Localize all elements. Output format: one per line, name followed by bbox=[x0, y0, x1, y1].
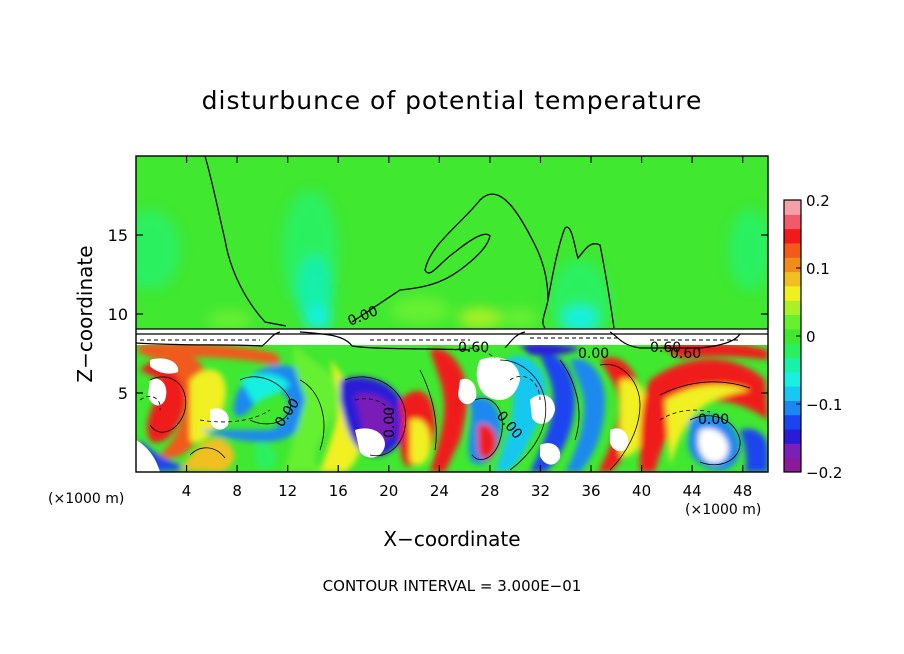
colorbar-swatch bbox=[784, 343, 801, 358]
plot-field bbox=[136, 156, 768, 472]
x-tick-label: 40 bbox=[632, 482, 651, 500]
colorbar-tick-label: −0.1 bbox=[806, 396, 842, 414]
colorbar-swatch bbox=[784, 228, 801, 244]
colorbar-tick-label: 0 bbox=[806, 328, 816, 346]
colorbar-swatch bbox=[784, 371, 801, 387]
x-unit-right: (×1000 m) bbox=[685, 502, 762, 518]
contour-interval-note: CONTOUR INTERVAL = 3.000E−01 bbox=[322, 577, 582, 595]
x-axis-label: X−coordinate bbox=[383, 527, 520, 551]
x-tick-label: 24 bbox=[430, 482, 449, 500]
colorbar-tick-label: 0.2 bbox=[806, 192, 830, 210]
colorbar-swatch bbox=[784, 214, 801, 230]
colorbar-swatch bbox=[784, 443, 801, 459]
y-axis: 5 10 15 bbox=[108, 226, 768, 403]
colorbar-swatch bbox=[784, 300, 801, 316]
contour-label: 0.00 bbox=[698, 412, 729, 428]
x-tick-label: 20 bbox=[379, 482, 398, 500]
contour-label: 0.00 bbox=[578, 346, 609, 362]
colorbar-swatch bbox=[784, 400, 801, 416]
colorbar-tick-label: 0.1 bbox=[806, 260, 830, 278]
colorbar-swatch bbox=[784, 200, 801, 215]
colorbar-swatch bbox=[784, 285, 801, 301]
x-tick-label: 44 bbox=[683, 482, 702, 500]
x-tick-label: 36 bbox=[581, 482, 600, 500]
colorbar-swatch bbox=[784, 386, 801, 401]
x-axis: 4 8 12 16 20 24 28 32 36 40 44 48 bbox=[182, 156, 752, 500]
colorbar-swatch bbox=[784, 457, 801, 473]
colorbar-tick-label: −0.2 bbox=[806, 464, 842, 482]
x-unit-left: (×1000 m) bbox=[48, 491, 125, 507]
x-tick-label: 4 bbox=[182, 482, 192, 500]
colorbar-ticks: 0.2 0.1 0 −0.1 −0.2 bbox=[796, 192, 842, 482]
colorbar-swatch bbox=[784, 328, 801, 344]
chart-title: disturbunce of potential temperature bbox=[201, 86, 703, 115]
y-tick-label: 5 bbox=[118, 384, 128, 403]
colorbar-swatch bbox=[784, 271, 801, 287]
contour-labels: 0.00 0.60 0.00 0.60 0.60 0.00 0.00 0.00 … bbox=[272, 303, 729, 442]
x-tick-label: 12 bbox=[278, 482, 297, 500]
colorbar-swatch bbox=[784, 429, 801, 444]
contour-label: 0.60 bbox=[458, 340, 489, 356]
y-axis-label: Z−coordinate bbox=[73, 245, 97, 382]
colorbar-swatch bbox=[784, 257, 801, 273]
x-tick-label: 32 bbox=[531, 482, 550, 500]
contour-label: 0.00 bbox=[382, 407, 398, 438]
contour-label: 0.60 bbox=[650, 340, 681, 356]
colorbar-swatch bbox=[784, 314, 801, 330]
colorbar-swatch bbox=[784, 414, 801, 430]
x-tick-label: 48 bbox=[733, 482, 752, 500]
y-tick-label: 15 bbox=[108, 226, 128, 245]
y-tick-label: 10 bbox=[108, 305, 128, 324]
contour-label: 0.60 bbox=[670, 346, 701, 362]
x-tick-label: 8 bbox=[232, 482, 242, 500]
colorbar bbox=[783, 199, 802, 473]
x-tick-label: 28 bbox=[480, 482, 499, 500]
colorbar-swatch bbox=[784, 242, 801, 258]
x-tick-label: 16 bbox=[329, 482, 348, 500]
colorbar-swatch bbox=[784, 357, 801, 373]
